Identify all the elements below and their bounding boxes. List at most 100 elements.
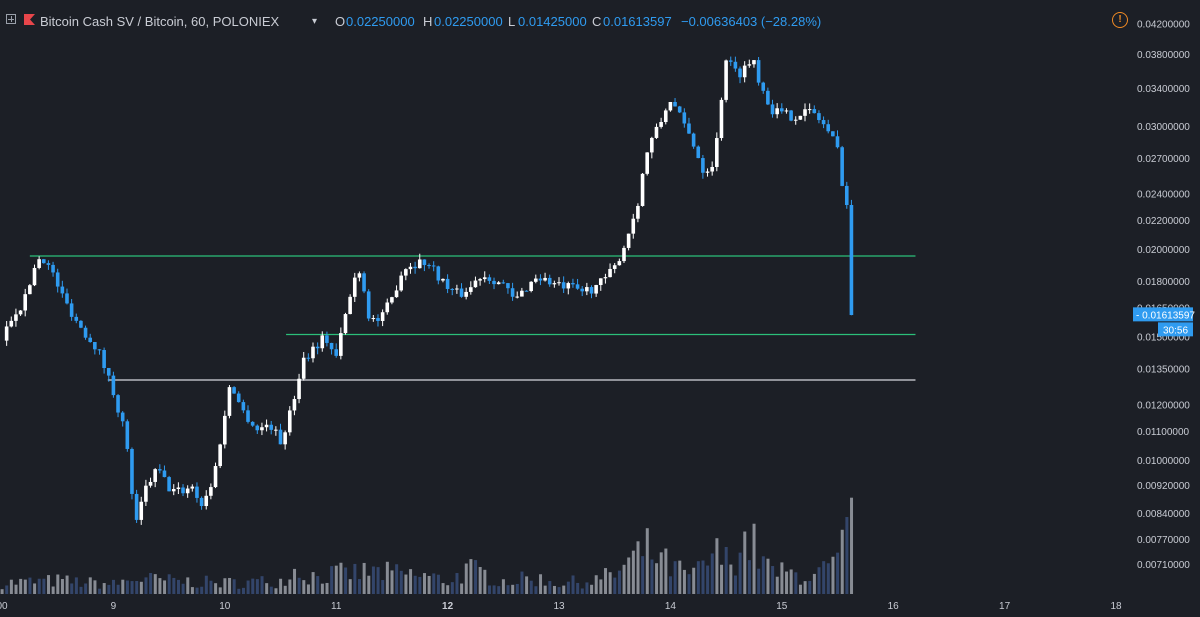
volume-bar <box>358 579 362 594</box>
candle-body <box>190 486 195 489</box>
candle-body <box>343 314 348 334</box>
candle-body <box>455 288 459 290</box>
volume-bar <box>51 586 55 594</box>
volume-bar <box>506 585 510 594</box>
candle-body <box>780 108 784 112</box>
volume-bar <box>576 582 580 594</box>
candle-body <box>733 61 738 69</box>
volume-bar <box>14 584 18 594</box>
volume-bar <box>98 588 102 594</box>
last-price-badge <box>1133 307 1193 322</box>
candle-body <box>473 280 478 288</box>
candle-body <box>506 283 510 289</box>
candle-body <box>334 349 338 356</box>
candle-body <box>97 349 102 351</box>
volume-bar <box>176 579 180 594</box>
candle-body <box>357 273 362 278</box>
candle-body <box>682 112 687 124</box>
candle-body <box>552 283 557 285</box>
volume-bar <box>650 559 654 594</box>
volume-bar <box>687 574 691 594</box>
candle-body <box>329 342 334 350</box>
volume-bar <box>107 584 111 594</box>
bookmark-flag-icon[interactable] <box>24 14 35 25</box>
volume-bar <box>604 568 608 594</box>
volume-bar <box>320 583 324 594</box>
x-tick-label: 13 <box>553 601 565 612</box>
candle-body <box>60 286 65 294</box>
candle-body <box>46 263 51 265</box>
volume-bar <box>487 585 491 594</box>
volume-bar <box>766 558 770 594</box>
candle-body <box>236 393 241 403</box>
volume-bar <box>515 583 519 594</box>
candle-body <box>696 146 701 159</box>
volume-bar <box>427 575 431 594</box>
volume-bar <box>822 561 826 594</box>
volume-bar <box>367 575 371 594</box>
alert-icon[interactable]: ! <box>1112 12 1128 28</box>
candle-body <box>204 495 209 507</box>
candle-body <box>445 278 450 289</box>
y-tick-label: 0.01100000 <box>1137 427 1190 438</box>
high-label: H <box>423 14 433 29</box>
candle-body <box>250 421 255 426</box>
symbol-dropdown-caret[interactable]: ▾ <box>312 16 318 27</box>
symbol-title[interactable]: Bitcoin Cash SV / Bitcoin, 60, POLONIEX <box>40 14 280 29</box>
volume-bar <box>441 583 445 594</box>
candle-body <box>626 233 631 248</box>
volume-bar <box>455 573 459 594</box>
y-tick-label: 0.02400000 <box>1137 190 1190 201</box>
volume-bar <box>469 559 473 594</box>
volume-bar <box>785 571 789 594</box>
last-price-label: - 0.01613597 <box>1136 310 1195 321</box>
volume-bar <box>125 580 129 594</box>
expand-icon[interactable] <box>6 14 16 24</box>
candle-body <box>167 477 171 492</box>
volume-bar <box>706 565 710 594</box>
volume-bar <box>362 562 366 594</box>
candle-body <box>752 60 756 65</box>
volume-bar <box>399 570 403 594</box>
volume-bar <box>279 578 283 594</box>
volume-bar <box>181 583 185 594</box>
candle-body <box>37 259 41 268</box>
candle-body <box>306 357 311 359</box>
candle-body <box>9 320 14 327</box>
candle-body <box>278 429 283 445</box>
volume-bar <box>28 577 32 594</box>
volume-bar <box>116 584 120 594</box>
volume-bar <box>135 581 139 594</box>
volume-bar <box>617 570 621 594</box>
volume-bar <box>724 546 728 594</box>
candle-body <box>533 278 538 282</box>
candle-body <box>362 273 366 292</box>
volume-bar <box>269 586 273 594</box>
volume-bar <box>529 580 533 594</box>
y-tick-label: 0.01500000 <box>1137 333 1190 344</box>
volume-bar <box>850 497 854 594</box>
candle-body <box>283 432 287 445</box>
candle-body <box>427 265 431 267</box>
volume-bar <box>112 579 115 594</box>
candle-body <box>255 425 260 431</box>
volume-bar <box>474 560 478 594</box>
candle-body <box>482 277 487 280</box>
candle-body <box>292 399 297 411</box>
candle-body <box>23 294 28 311</box>
volume-bar <box>562 585 566 594</box>
volume-bar <box>130 581 134 594</box>
volume-bar <box>371 566 375 594</box>
candle-body <box>232 387 236 394</box>
candle-body <box>153 469 157 482</box>
volume-bar <box>613 577 617 594</box>
volume-bar <box>218 587 222 594</box>
candle-body <box>176 487 181 490</box>
candle-body <box>162 470 167 478</box>
volume-bar <box>580 588 584 594</box>
volume-bar <box>701 560 705 594</box>
volume-bar <box>79 586 83 594</box>
candle-body <box>807 109 812 111</box>
candle-body <box>376 318 380 321</box>
